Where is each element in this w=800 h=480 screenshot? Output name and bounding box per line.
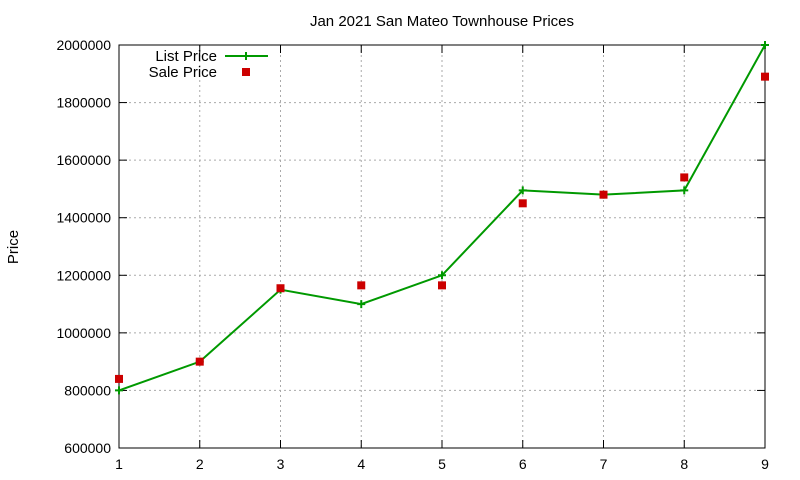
y-tick-label: 600000 — [64, 440, 111, 456]
x-tick-label: 6 — [519, 456, 527, 472]
x-tick-label: 9 — [761, 456, 769, 472]
y-tick-label: 1400000 — [56, 210, 111, 226]
legend-label: List Price — [155, 48, 217, 65]
gridlines — [119, 45, 765, 448]
y-tick-label: 2000000 — [56, 37, 111, 53]
y-tick-label: 1200000 — [56, 267, 111, 283]
sale-price-point — [518, 199, 527, 208]
x-tick-label: 3 — [277, 456, 285, 472]
list-price-point — [518, 186, 527, 195]
list-price-point — [357, 300, 366, 309]
sale-price-point — [195, 357, 204, 366]
list-price-point — [115, 386, 123, 395]
list-price-point — [761, 41, 769, 49]
x-tick-label: 8 — [680, 456, 688, 472]
sale-price-point — [761, 72, 769, 81]
sale-price-point — [115, 374, 123, 383]
chart-title: Jan 2021 San Mateo Townhouse Prices — [310, 13, 574, 30]
list-price-point — [680, 186, 689, 195]
legend-label: Sale Price — [149, 64, 217, 81]
sale-price-point — [438, 281, 446, 290]
y-tick-label: 1000000 — [56, 325, 111, 341]
sale-price-point — [357, 281, 366, 290]
x-tick-label: 1 — [115, 456, 123, 472]
x-tick-label: 4 — [357, 456, 365, 472]
sale-price-point — [599, 190, 608, 199]
list-price-point — [438, 271, 446, 280]
sale-price-point — [680, 173, 689, 182]
x-tick-label: 2 — [196, 456, 204, 472]
y-tick-label: 1600000 — [56, 152, 111, 168]
axis-ticks: 600000 800000 1000000 1200000 1400000 1600000… — [56, 37, 769, 472]
y-tick-label: 1800000 — [56, 95, 111, 111]
series-layer — [115, 41, 769, 395]
y-axis-label: Price — [5, 230, 22, 264]
x-tick-label: 5 — [438, 456, 446, 472]
sale-price-point — [276, 284, 285, 293]
series-sale-price — [115, 72, 769, 383]
legend-square-marker — [242, 68, 250, 76]
x-tick-label: 7 — [600, 456, 608, 472]
legend-plus-marker — [242, 52, 250, 60]
y-tick-label: 800000 — [64, 382, 111, 398]
